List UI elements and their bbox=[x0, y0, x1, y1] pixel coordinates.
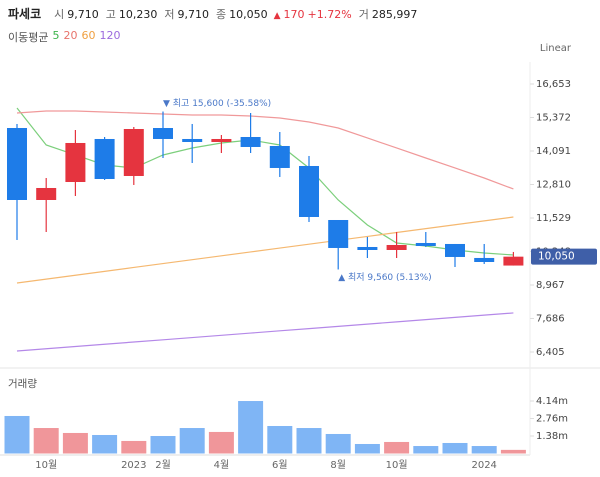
x-tick-label: 2024 bbox=[471, 460, 496, 471]
value: 285,997 bbox=[371, 8, 418, 21]
candle-body bbox=[357, 246, 378, 250]
annotation: ▼ 최고 15,600 (-35.58%) bbox=[163, 98, 271, 109]
candle-body bbox=[36, 187, 57, 200]
candle-body bbox=[65, 142, 86, 183]
volume-bar bbox=[325, 433, 351, 454]
y-tick-label: 11,529 bbox=[536, 213, 571, 224]
label: 저 bbox=[164, 8, 175, 21]
ma-line bbox=[16, 107, 514, 256]
candle-body bbox=[240, 136, 261, 147]
candle-body bbox=[503, 256, 524, 266]
value: 10,050 bbox=[229, 8, 268, 21]
y-tick-label: 14,091 bbox=[536, 146, 571, 157]
y-tick-label: 4.14m bbox=[536, 396, 568, 407]
volume-bar bbox=[33, 428, 59, 454]
volume-bar bbox=[179, 428, 205, 454]
legend-entry[interactable]: 60 bbox=[81, 29, 96, 42]
candle-body bbox=[211, 138, 232, 142]
volume-bar bbox=[384, 441, 410, 454]
header: 파세코 시 9,710 고 10,230 저 9,710 종 10,050 ▲ 170 +… bbox=[8, 5, 417, 22]
candle-body bbox=[269, 145, 290, 168]
legend-entry[interactable]: 5 bbox=[52, 29, 60, 42]
legend-entry[interactable]: 120 bbox=[99, 29, 121, 42]
candle-body bbox=[474, 257, 495, 262]
volume-bar bbox=[92, 434, 118, 454]
candle-body bbox=[94, 138, 115, 179]
value: 9,710 bbox=[67, 8, 99, 21]
y-tick-label: 1.38m bbox=[536, 431, 568, 442]
legend-entry[interactable]: 20 bbox=[63, 29, 78, 42]
value: 9,710 bbox=[177, 8, 210, 21]
candle-body bbox=[328, 219, 349, 248]
volume-bar bbox=[208, 431, 234, 454]
volume-bar bbox=[354, 443, 380, 454]
annotation: ▲ 최저 9,560 (5.13%) bbox=[338, 272, 431, 283]
label: 시 bbox=[54, 8, 65, 21]
volume-bar bbox=[267, 425, 293, 454]
volume-bar bbox=[500, 449, 526, 454]
y-tick-label: 2.76m bbox=[536, 414, 568, 425]
last-price-box bbox=[531, 248, 597, 265]
ma-line bbox=[16, 110, 514, 190]
volume-bar bbox=[238, 401, 264, 454]
volume-bar bbox=[471, 446, 497, 454]
candle-body bbox=[182, 138, 203, 142]
value: 10,230 bbox=[118, 8, 158, 21]
x-tick-label: 4월 bbox=[214, 459, 230, 471]
x-tick-label: 2월 bbox=[155, 459, 171, 471]
change-arrow: ▲ bbox=[273, 11, 281, 21]
y-tick-label: 6,405 bbox=[536, 347, 565, 358]
volume-bar bbox=[62, 432, 88, 454]
volume-bar bbox=[413, 446, 439, 454]
ma-line bbox=[16, 312, 514, 352]
panel-title: 거래량 bbox=[8, 378, 37, 390]
change-pct: +1.72% bbox=[307, 8, 352, 21]
candle-body bbox=[386, 244, 407, 250]
stock-name: 파세코 bbox=[8, 7, 42, 21]
label: 거 bbox=[358, 8, 369, 21]
candle-body bbox=[299, 165, 319, 217]
legend-title: 이동평균 bbox=[8, 31, 49, 44]
x-tick-label: 10월 bbox=[35, 459, 57, 471]
x-tick-label: 10월 bbox=[386, 459, 408, 471]
ma-line bbox=[16, 216, 514, 284]
y-tick-label: 15,372 bbox=[536, 112, 571, 123]
y-tick-label: 16,653 bbox=[536, 79, 571, 90]
label: 종 bbox=[216, 8, 227, 21]
candle-body bbox=[123, 128, 144, 176]
scale-label[interactable]: Linear bbox=[540, 43, 572, 54]
y-tick-label: 12,810 bbox=[536, 179, 571, 190]
y-tick-label: 7,686 bbox=[536, 313, 565, 324]
candle-body bbox=[445, 243, 465, 257]
candle-body bbox=[7, 128, 27, 200]
volume-bar bbox=[121, 440, 147, 454]
volume-bar bbox=[4, 415, 30, 454]
volume-bar bbox=[442, 442, 468, 454]
volume-bar bbox=[150, 436, 176, 454]
x-tick-label: 2023 bbox=[121, 460, 146, 471]
legend: 이동평균 5 20 60 120 bbox=[8, 29, 120, 45]
label: 고 bbox=[105, 8, 116, 21]
x-tick-label: 8월 bbox=[330, 459, 346, 471]
x-tick-label: 6월 bbox=[272, 459, 288, 471]
last-price-label: 10,050 bbox=[538, 251, 575, 263]
change: 170 bbox=[283, 8, 305, 21]
candle-body bbox=[415, 242, 436, 246]
volume-bar bbox=[296, 428, 322, 454]
candle-body bbox=[153, 128, 173, 139]
y-tick-label: 8,967 bbox=[536, 280, 565, 291]
